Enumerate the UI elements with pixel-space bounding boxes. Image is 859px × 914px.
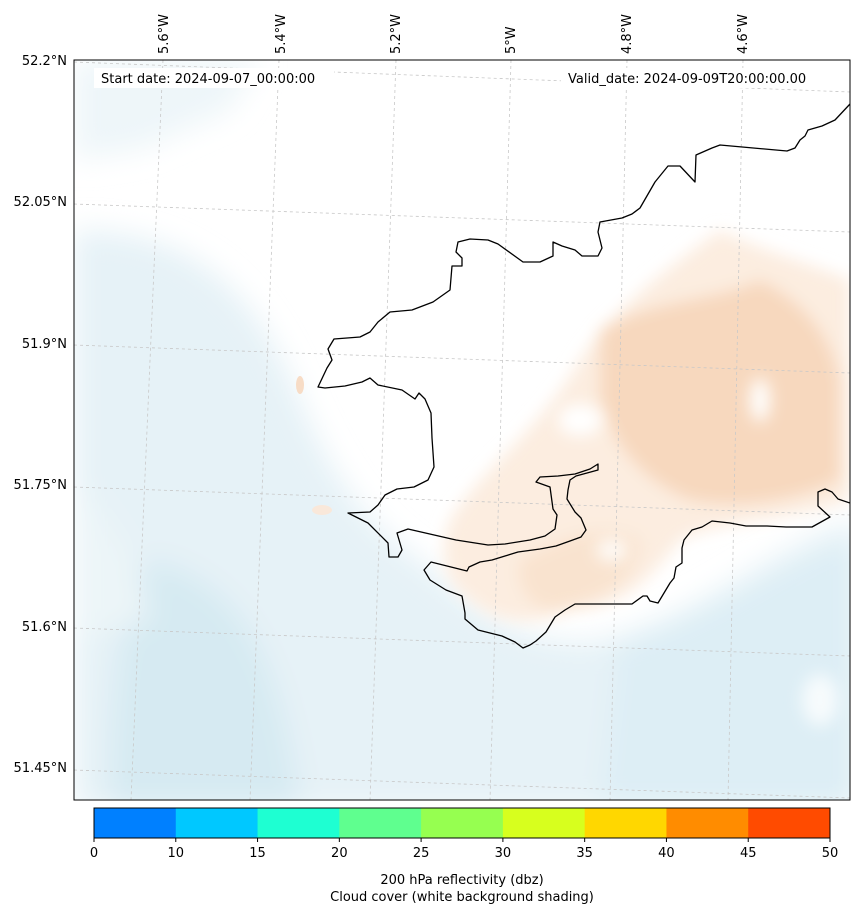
- colorbar-tick-label: 45: [740, 846, 757, 861]
- lat-tick-label: 52.2°N: [22, 54, 67, 69]
- lat-tick-label: 51.75°N: [14, 478, 67, 493]
- map-frame: [73, 59, 851, 801]
- colorbar-segments: [94, 808, 831, 838]
- lon-tick-label: 5°W: [504, 26, 519, 54]
- colorbar-tick-label: 10: [168, 846, 185, 861]
- colorbar-ticks: 0 10 15 20 25 30 35 40 45 50: [90, 838, 838, 861]
- cloud-speck: [296, 376, 304, 394]
- colorbar-segment: [257, 808, 340, 838]
- lon-tick-label: 5.4°W: [274, 14, 289, 54]
- lat-tick-label: 51.45°N: [14, 761, 67, 776]
- lon-tick-label: 4.8°W: [620, 14, 635, 54]
- colorbar-segment: [584, 808, 667, 838]
- cloud-gaps: [558, 378, 838, 726]
- colorbar-segment: [502, 808, 586, 838]
- valid-date-box: [561, 68, 829, 88]
- start-date-box: [94, 68, 334, 88]
- lon-tick-label: 5.6°W: [157, 14, 172, 54]
- latitude-ticks: 52.2°N 52.05°N 51.9°N 51.75°N 51.6°N 51.…: [14, 54, 67, 776]
- lat-tick-label: 51.9°N: [22, 337, 67, 352]
- colorbar-tick-label: 40: [658, 846, 675, 861]
- colorbar-tick-label: 35: [576, 846, 593, 861]
- colorbar-tick-label: 25: [413, 846, 430, 861]
- longitude-ticks: 5.6°W 5.4°W 5.2°W 5°W 4.8°W 4.6°W: [157, 14, 751, 54]
- colorbar-tick-label: 15: [249, 846, 266, 861]
- lat-tick-label: 52.05°N: [14, 195, 67, 210]
- colorbar-label-line1: 200 hPa reflectivity (dbz): [380, 873, 543, 888]
- cloud-speck: [312, 505, 332, 515]
- valid-date-label: Valid_date: 2024-09-09T20:00:00.00: [568, 72, 806, 87]
- colorbar-tick-label: 30: [495, 846, 512, 861]
- colorbar-tick-label: 20: [331, 846, 348, 861]
- colorbar-frame: [93, 807, 831, 839]
- colorbar-tick-label: 0: [90, 846, 98, 861]
- colorbar-segment: [339, 808, 422, 838]
- colorbar-tick-label: 50: [822, 846, 839, 861]
- colorbar-segment: [666, 808, 749, 838]
- colorbar-segment: [748, 808, 831, 838]
- colorbar-segment: [175, 808, 259, 838]
- lon-tick-label: 4.6°W: [736, 14, 751, 54]
- colorbar: 0 10 15 20 25 30 35 40 45 50 200 hPa reflectivity…: [90, 807, 838, 905]
- lon-tick-label: 5.2°W: [389, 14, 404, 54]
- sea-cloud-shading: [74, 60, 850, 800]
- colorbar-segment: [421, 808, 504, 838]
- start-date-label: Start date: 2024-09-07_00:00:00: [101, 72, 315, 87]
- coastline: [317, 103, 850, 649]
- colorbar-segment: [94, 808, 177, 838]
- colorbar-label-line2: Cloud cover (white background shading): [330, 890, 594, 905]
- lat-tick-label: 51.6°N: [22, 620, 67, 635]
